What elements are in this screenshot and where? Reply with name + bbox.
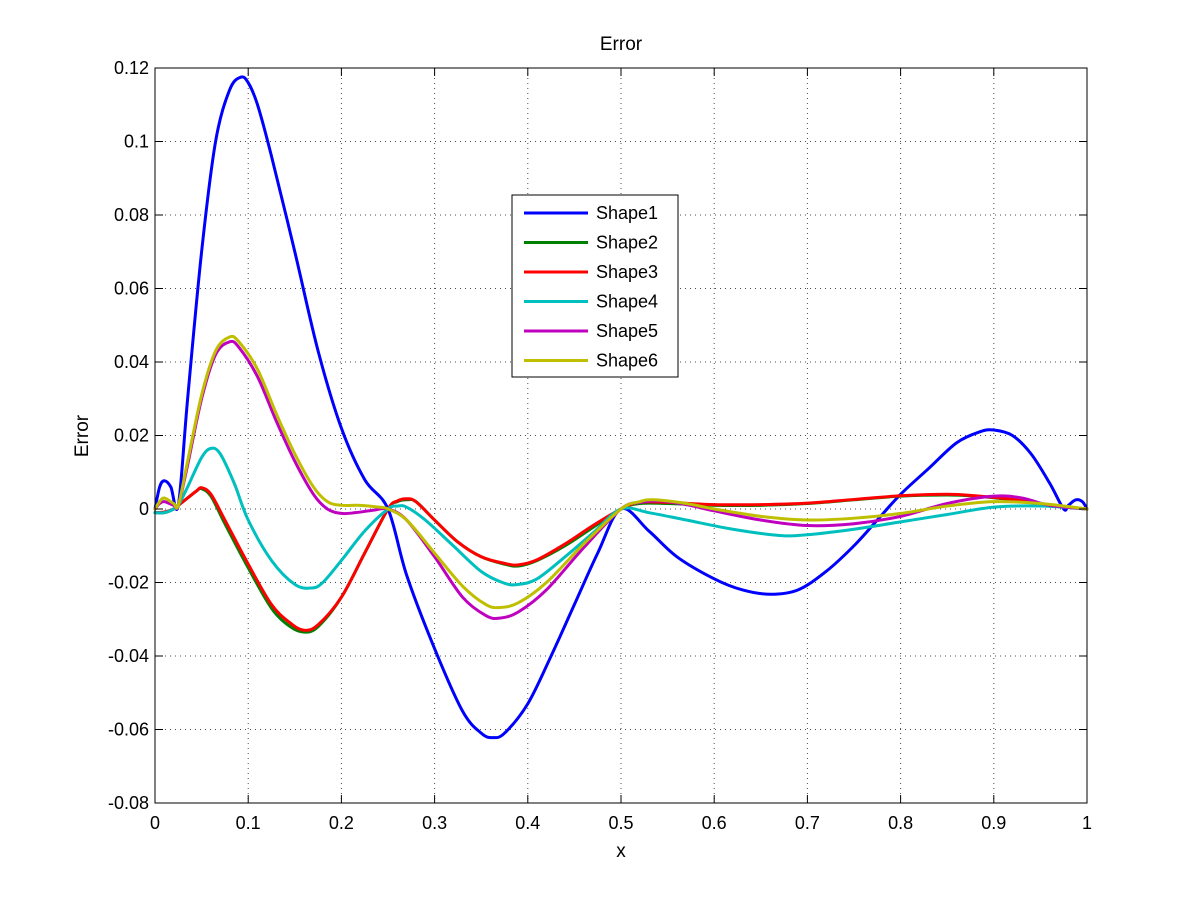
series-lines xyxy=(153,75,1089,740)
chart-title: Error xyxy=(600,34,643,55)
x-tick-label: 0.2 xyxy=(329,813,354,833)
y-tick-labels: -0.08 -0.06 -0.04 -0.02 0 0.02 0.04 0.06 0.08 0.1… xyxy=(108,58,149,813)
y-tick-label: -0.08 xyxy=(108,793,149,813)
x-tick-label: 0.9 xyxy=(981,813,1006,833)
x-tick-labels: 0 0.1 0.2 0.3 0.4 0.5 0.6 0.7 0.8 0.9 1 xyxy=(150,813,1092,833)
y-tick-label: -0.04 xyxy=(108,646,149,666)
legend-label-shape2: Shape2 xyxy=(596,233,658,253)
y-axis-label: Error xyxy=(72,414,93,457)
y-tick-label: 0 xyxy=(139,499,149,519)
legend-label-shape4: Shape4 xyxy=(596,292,658,312)
x-tick-label: 0.5 xyxy=(608,813,633,833)
series-line-shape4 xyxy=(153,446,1089,590)
legend: Shape1 Shape2 Shape3 Shape4 Shape5 Shape6 xyxy=(511,194,679,378)
x-tick-label: 0.4 xyxy=(515,813,540,833)
y-tick-label: 0.02 xyxy=(114,426,149,446)
x-axis-label: x xyxy=(616,841,626,862)
y-tick-label: 0.06 xyxy=(114,279,149,299)
x-tick-label: 0.6 xyxy=(702,813,727,833)
y-tick-label: -0.02 xyxy=(108,573,149,593)
x-tick-label: 0.1 xyxy=(236,813,261,833)
y-tick-label: 0.04 xyxy=(114,352,149,372)
y-tick-label: 0.1 xyxy=(124,132,149,152)
x-tick-label: 0.8 xyxy=(888,813,913,833)
axis-ticks xyxy=(154,67,1088,804)
series-line-shape1 xyxy=(153,75,1089,740)
legend-box xyxy=(511,194,679,378)
legend-label-shape5: Shape5 xyxy=(596,321,658,341)
series-line-shape3 xyxy=(153,486,1089,632)
legend-label-shape6: Shape6 xyxy=(596,351,658,371)
legend-label-shape3: Shape3 xyxy=(596,262,658,282)
series-line-shape6 xyxy=(153,334,1089,610)
y-tick-label: -0.06 xyxy=(108,720,149,740)
legend-label-shape1: Shape1 xyxy=(596,203,658,223)
x-tick-label: 0.3 xyxy=(422,813,447,833)
x-tick-label: 0 xyxy=(150,813,160,833)
y-tick-label: 0.12 xyxy=(114,58,149,78)
y-tick-label: 0.08 xyxy=(114,205,149,225)
x-tick-label: 1 xyxy=(1082,813,1092,833)
x-tick-label: 0.7 xyxy=(795,813,820,833)
legend-items: Shape1 Shape2 Shape3 Shape4 Shape5 Shape6 xyxy=(524,203,658,371)
